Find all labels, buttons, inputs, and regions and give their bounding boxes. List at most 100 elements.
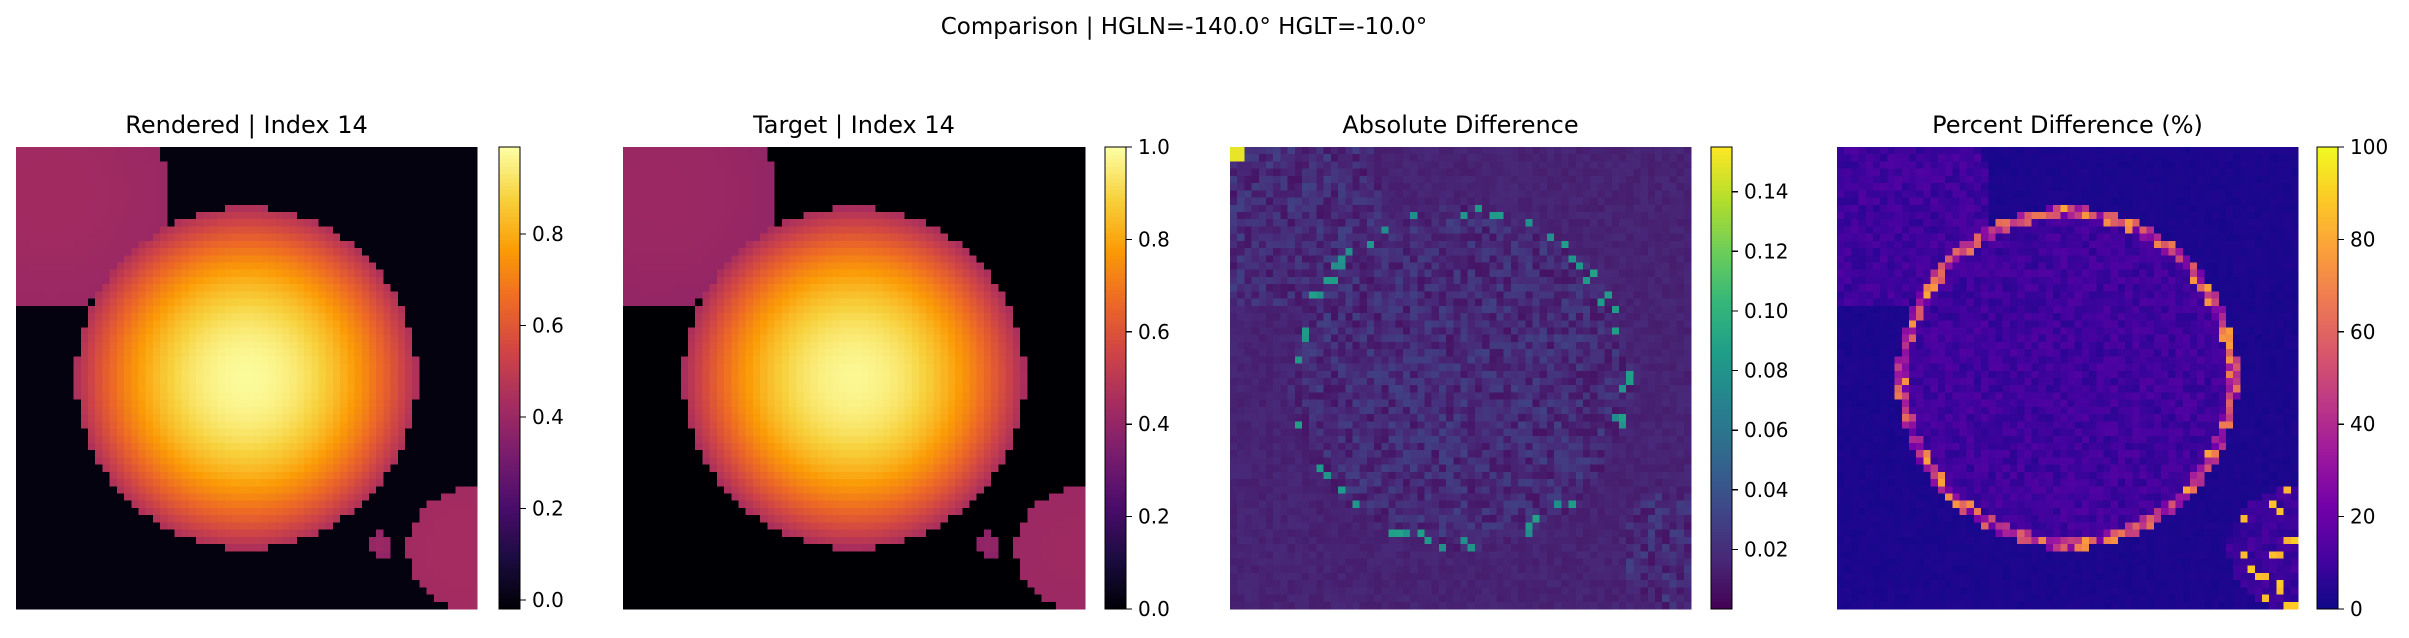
heatmap-cell xyxy=(203,291,212,300)
heatmap-cell xyxy=(167,457,176,466)
heatmap-cell xyxy=(217,464,226,473)
heatmap-cell xyxy=(145,197,154,206)
heatmap-cell xyxy=(354,406,363,415)
heatmap-cell xyxy=(239,536,248,545)
heatmap-cell xyxy=(361,385,370,394)
heatmap-cell xyxy=(666,161,675,170)
heatmap-cell xyxy=(73,471,82,480)
heatmap-cell xyxy=(246,529,255,538)
heatmap-cell xyxy=(174,276,183,285)
heatmap-cell xyxy=(340,572,348,581)
heatmap-cell xyxy=(116,183,125,191)
heatmap-cell xyxy=(73,378,82,386)
heatmap-cell xyxy=(397,471,406,480)
heatmap-cell xyxy=(232,154,240,163)
heatmap-cell xyxy=(232,572,240,581)
heatmap-cell xyxy=(289,450,298,459)
heatmap-cell xyxy=(376,370,384,379)
heatmap-cell xyxy=(1005,147,1014,155)
heatmap-cell xyxy=(354,565,363,574)
heatmap-cell xyxy=(44,284,53,292)
heatmap-cell xyxy=(803,175,812,184)
heatmap-cell xyxy=(44,327,53,336)
heatmap-cell xyxy=(145,284,154,292)
heatmap-cell xyxy=(44,507,53,516)
heatmap-cell xyxy=(376,327,384,336)
heatmap-cell xyxy=(116,435,125,444)
heatmap-cell xyxy=(462,442,471,451)
heatmap-cell xyxy=(116,500,125,509)
heatmap-cell xyxy=(426,255,435,264)
heatmap-cell xyxy=(433,414,442,422)
heatmap-cell xyxy=(412,428,420,437)
heatmap-cell xyxy=(268,536,276,545)
heatmap-cell xyxy=(282,154,291,163)
heatmap-cell xyxy=(44,450,53,459)
heatmap-cell xyxy=(440,334,449,343)
heatmap-cell xyxy=(80,248,89,256)
heatmap-cell xyxy=(239,240,248,249)
heatmap-cell xyxy=(102,544,111,552)
heatmap-cell xyxy=(304,486,312,495)
heatmap-cell xyxy=(448,356,456,365)
heatmap-cell xyxy=(933,175,942,184)
heatmap-cell xyxy=(397,479,406,487)
heatmap-cell xyxy=(304,572,312,581)
heatmap-cell xyxy=(210,363,219,372)
heatmap-cell xyxy=(23,442,31,451)
heatmap-cell xyxy=(95,471,104,480)
heatmap-cell xyxy=(1056,175,1064,184)
heatmap-cell xyxy=(152,154,161,163)
heatmap-cell xyxy=(37,248,46,256)
heatmap-cell xyxy=(289,399,298,408)
heatmap-cell xyxy=(260,500,269,509)
heatmap-cell xyxy=(224,565,233,574)
heatmap-cell xyxy=(440,435,449,444)
heatmap-cell xyxy=(1048,183,1057,191)
heatmap-cell xyxy=(217,175,226,184)
heatmap-cell xyxy=(174,464,183,473)
heatmap-cell xyxy=(66,580,75,588)
heatmap-cell xyxy=(73,522,82,531)
heatmap-cell xyxy=(210,204,219,213)
heatmap-cell xyxy=(224,298,233,307)
heatmap-cell xyxy=(102,493,111,502)
heatmap-cell xyxy=(37,399,46,408)
heatmap-cell xyxy=(275,370,284,379)
heatmap-cell xyxy=(174,457,183,466)
heatmap-cell xyxy=(440,305,449,314)
heatmap-cell xyxy=(260,594,269,603)
heatmap-cell xyxy=(390,226,399,235)
heatmap-cell xyxy=(397,248,406,256)
heatmap-cell xyxy=(66,565,75,574)
heatmap-cell xyxy=(368,276,377,285)
heatmap-cell xyxy=(109,544,118,552)
heatmap-cell xyxy=(181,363,190,372)
heatmap-cell xyxy=(347,471,356,480)
heatmap-cell xyxy=(760,197,768,206)
heatmap-cell xyxy=(282,313,291,321)
heatmap-cell xyxy=(311,313,320,321)
heatmap-cell xyxy=(340,211,348,220)
heatmap-cell xyxy=(196,421,204,430)
heatmap-cell xyxy=(419,161,428,170)
heatmap-cell xyxy=(347,349,356,357)
heatmap-cell xyxy=(145,544,154,552)
heatmap-cell xyxy=(289,298,298,307)
heatmap-cell xyxy=(131,262,140,271)
heatmap-cell xyxy=(462,515,471,523)
heatmap-cell xyxy=(59,507,68,516)
heatmap-cell xyxy=(210,493,219,502)
heatmap-cell xyxy=(203,493,212,502)
heatmap-cell xyxy=(203,204,212,213)
heatmap-cell xyxy=(448,536,456,545)
heatmap-cell xyxy=(124,211,132,220)
heatmap-cell xyxy=(817,226,826,235)
heatmap-cell xyxy=(102,378,111,386)
heatmap-cell xyxy=(462,580,471,588)
heatmap-cell xyxy=(325,183,334,191)
heatmap-cell xyxy=(145,168,154,177)
heatmap-cell xyxy=(854,147,862,155)
heatmap-cell xyxy=(433,168,442,177)
heatmap-cell xyxy=(1063,161,1072,170)
